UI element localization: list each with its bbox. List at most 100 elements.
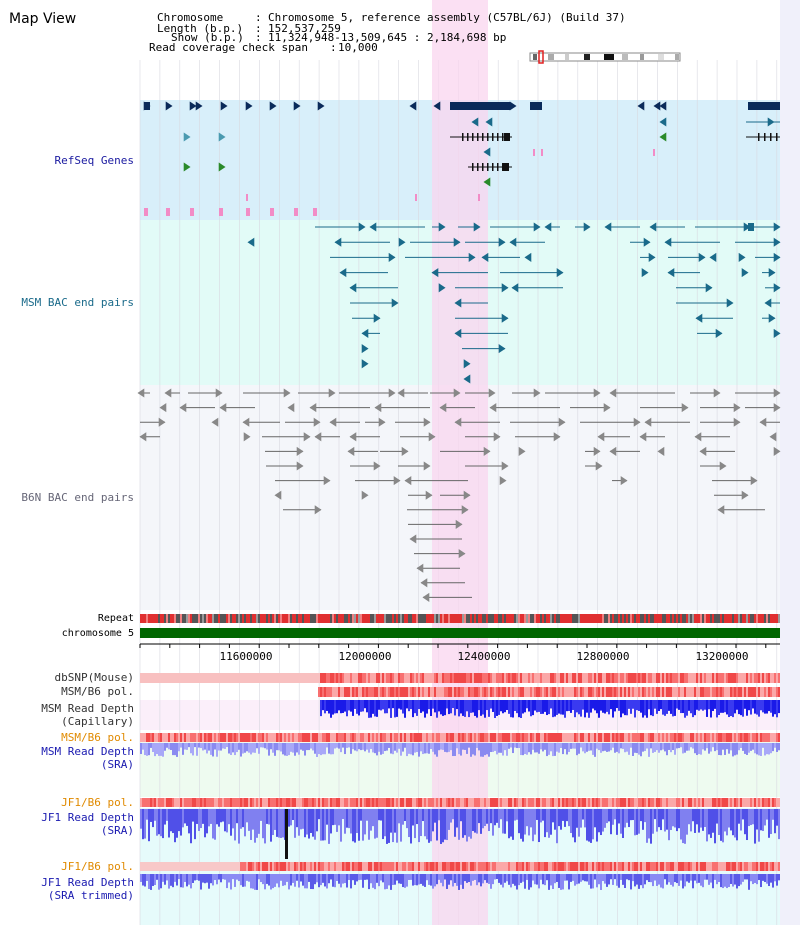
repeat-segment	[388, 614, 390, 623]
depth-bar	[732, 700, 734, 718]
gene-arrow	[509, 101, 517, 111]
pol-segment	[448, 798, 450, 807]
dbsnp-segment	[678, 673, 680, 683]
pol-segment	[340, 798, 342, 807]
pol-segment	[738, 733, 740, 742]
dbsnp-segment	[556, 673, 558, 683]
pol-segment	[694, 862, 696, 871]
pol-segment	[326, 733, 328, 742]
dbsnp-segment	[444, 673, 446, 683]
depth-bar	[598, 874, 600, 885]
depth-bar	[238, 874, 240, 882]
pol-segment	[560, 862, 562, 871]
depth-bar	[514, 809, 516, 821]
pol-segment	[492, 862, 494, 871]
depth-bar	[608, 700, 610, 715]
depth-bar	[638, 874, 640, 889]
pol-segment	[732, 733, 734, 742]
pol-segment	[272, 862, 274, 871]
pol-segment	[562, 862, 564, 871]
pol-segment	[644, 798, 646, 807]
bac-end-arrow	[639, 432, 647, 442]
pol-segment	[250, 798, 252, 807]
depth-bar	[426, 700, 428, 714]
repeat-segment	[654, 614, 656, 623]
repeat-segment	[568, 614, 570, 623]
ideogram-position-marker	[538, 50, 544, 64]
pol-segment	[656, 862, 658, 871]
bac-end-arrow	[287, 403, 295, 413]
pol-segment	[764, 798, 766, 807]
dbsnp-segment	[426, 673, 428, 683]
depth-bar	[528, 700, 530, 712]
pol-segment	[624, 862, 626, 871]
pol-segment	[286, 798, 288, 807]
depth-bar	[358, 874, 360, 881]
pol-segment	[676, 733, 678, 742]
depth-bar	[274, 743, 276, 756]
depth-bar	[252, 809, 254, 830]
depth-bar	[444, 743, 446, 752]
pol-segment	[174, 798, 176, 807]
depth-bar	[674, 743, 676, 755]
depth-bar	[626, 743, 628, 752]
depth-bar	[344, 874, 346, 884]
depth-bar	[602, 743, 604, 752]
pol-segment	[648, 733, 650, 742]
pol-segment	[416, 733, 418, 742]
depth-bar	[734, 700, 736, 714]
track-label-jf1-depth-sra: JF1 Read Depth	[41, 811, 134, 824]
depth-bar	[450, 700, 452, 714]
gene-exon	[503, 163, 509, 171]
dbsnp-segment	[330, 673, 332, 683]
pol-segment	[698, 687, 700, 697]
gene-block	[530, 102, 542, 110]
pol-segment	[616, 862, 618, 871]
pol-segment	[534, 733, 536, 742]
bac-end-arrow	[401, 446, 409, 456]
repeat-segment	[268, 614, 270, 623]
depth-bar	[452, 809, 454, 820]
depth-bar	[582, 809, 584, 820]
depth-bar	[540, 743, 542, 750]
chromosome-ideogram[interactable]	[529, 50, 681, 64]
depth-bar	[342, 743, 344, 748]
dbsnp-segment	[752, 673, 754, 683]
pol-segment	[154, 798, 156, 807]
dbsnp-segment	[438, 673, 440, 683]
depth-bar	[458, 743, 460, 755]
pol-segment	[322, 733, 324, 742]
pol-segment	[688, 687, 690, 697]
dbsnp-segment	[564, 673, 566, 683]
pol-segment	[580, 687, 582, 697]
bac-end-arrow	[425, 490, 433, 500]
pol-segment	[690, 862, 692, 871]
depth-bar	[638, 700, 640, 711]
repeat-segment	[750, 614, 752, 623]
bac-end-arrow	[422, 592, 430, 602]
depth-bar	[560, 743, 562, 749]
pol-segment	[700, 733, 702, 742]
dbsnp-segment	[704, 673, 706, 683]
depth-bar	[458, 809, 460, 840]
repeat-segment	[478, 614, 480, 623]
depth-bar	[754, 874, 756, 883]
bac-end-arrow	[583, 222, 591, 232]
depth-bar	[494, 874, 496, 880]
gene-arrow	[659, 132, 667, 142]
selected-region-highlight[interactable]	[432, 0, 488, 925]
pol-segment	[606, 733, 608, 742]
pol-segment	[728, 687, 730, 697]
pol-segment	[594, 687, 596, 697]
pol-segment	[354, 798, 356, 807]
depth-bar	[558, 874, 560, 888]
pol-segment	[676, 862, 678, 871]
pol-segment	[508, 733, 510, 742]
depth-bar	[348, 743, 350, 748]
pol-segment	[152, 798, 154, 807]
depth-bar	[414, 743, 416, 753]
depth-bar	[664, 700, 666, 716]
pol-segment	[692, 733, 694, 742]
